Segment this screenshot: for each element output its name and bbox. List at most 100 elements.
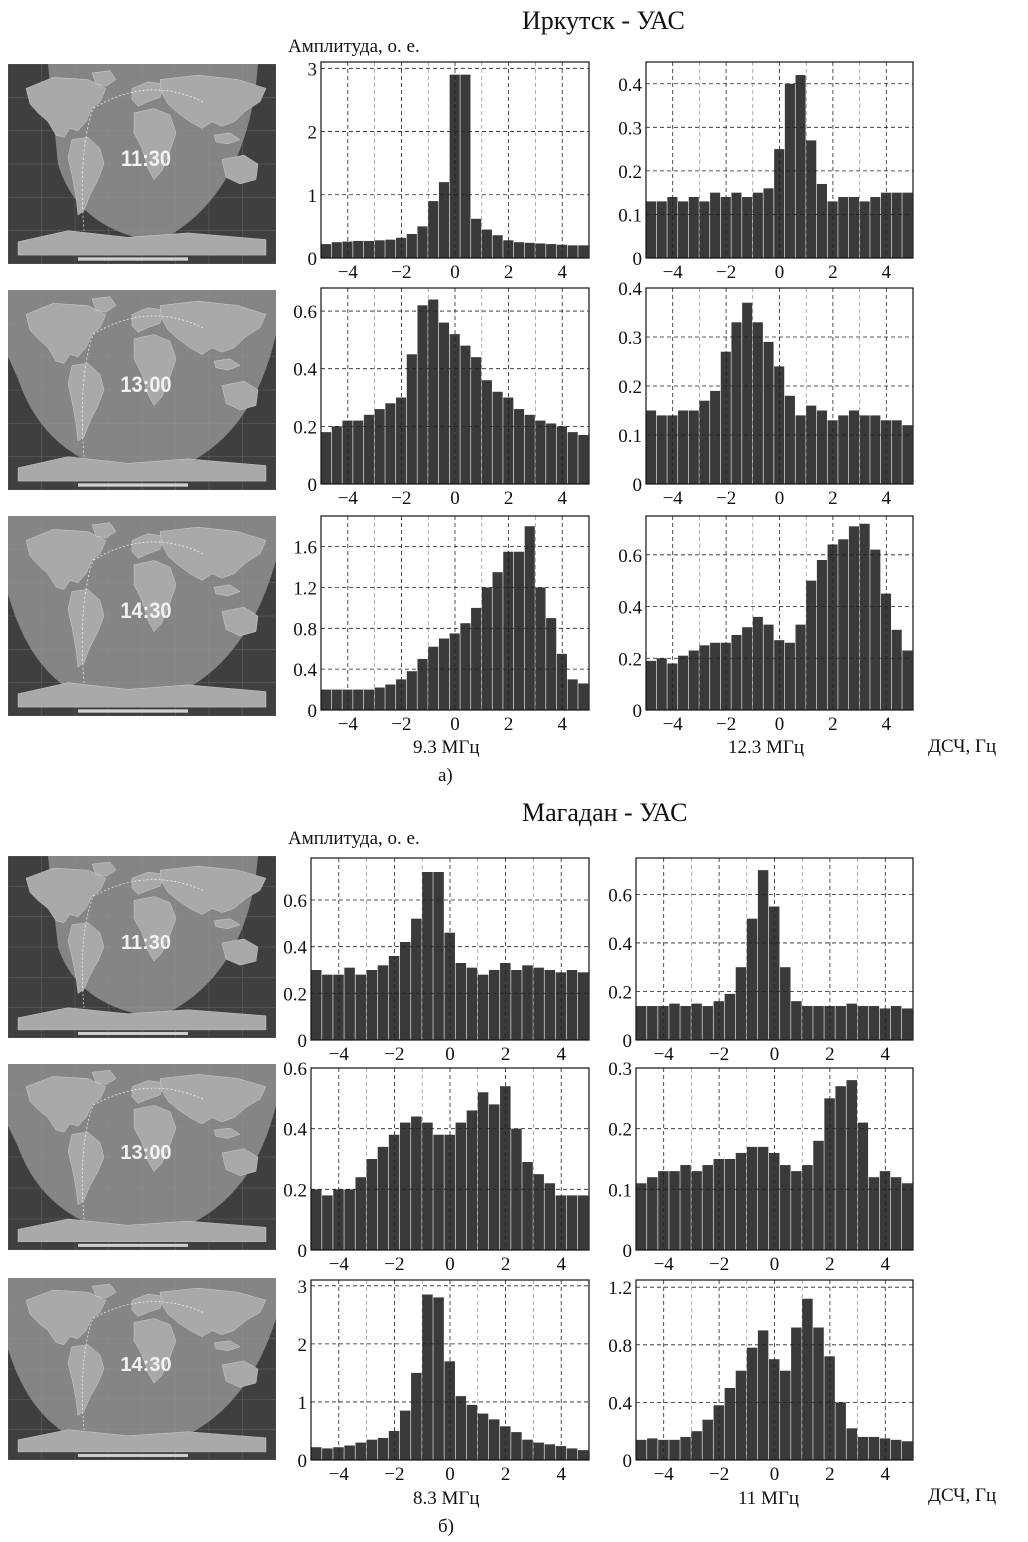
bar (481, 229, 492, 258)
y-tick-label: 2 (298, 1335, 308, 1356)
bar (578, 245, 589, 258)
panel-a-title: Иркутск - УАС (522, 6, 685, 35)
bar (859, 201, 870, 258)
bar (784, 642, 795, 710)
bar (377, 965, 389, 1040)
bar (481, 380, 492, 484)
bar (513, 242, 525, 258)
panel-a-freq-right: 12.3 МГц (728, 737, 805, 758)
x-tick-label: −4 (338, 262, 359, 283)
bar (735, 1370, 747, 1460)
bar (835, 1006, 846, 1040)
bar (795, 75, 806, 258)
panel-b-title: Магадан - УАС (522, 798, 688, 827)
bar (533, 1174, 544, 1250)
bar (513, 409, 525, 484)
bar (646, 660, 657, 710)
bar (460, 74, 471, 258)
bar (503, 397, 514, 484)
bar (691, 1171, 702, 1250)
y-tick-label: 0.4 (618, 598, 642, 619)
bar (466, 1110, 478, 1250)
y-tick-label: 0.2 (293, 417, 317, 438)
plot-frame (635, 857, 914, 1041)
bar (566, 1448, 578, 1460)
y-tick-label: 0 (308, 701, 318, 722)
x-tick-label: 0 (445, 1044, 455, 1065)
bar (678, 410, 689, 484)
bar (406, 233, 417, 258)
bar (567, 245, 578, 258)
y-tick-label: 0.6 (283, 891, 307, 912)
bar (731, 634, 742, 710)
bar (544, 1183, 556, 1250)
histogram-2: −4 −2 0 2 4 0 0.1 0.2 0.3 0.4 (618, 61, 914, 283)
y-tick-label: 0 (298, 1031, 308, 1052)
bar (647, 1006, 658, 1040)
histogram-6: −4 −2 0 2 4 0 0.2 0.4 0.6 (618, 515, 914, 735)
bar (577, 1195, 589, 1250)
bar (667, 197, 678, 258)
panel-b-amplitude-label: Амплитуда, о. е. (288, 828, 420, 849)
x-tick-label: −4 (654, 1044, 675, 1065)
x-tick-label: 0 (445, 1464, 455, 1485)
bar (522, 965, 533, 1040)
plot-frame (310, 857, 590, 1041)
bar (322, 1195, 333, 1250)
bar (385, 239, 396, 258)
bar (311, 1189, 322, 1250)
bar (901, 1441, 913, 1460)
bar (577, 972, 589, 1040)
bar (669, 1439, 680, 1460)
bar (713, 1405, 725, 1460)
plot-frame (310, 1279, 590, 1461)
x-tick-label: 2 (501, 1464, 511, 1485)
panel-a-freq-left: 9.3 МГц (413, 737, 480, 758)
world-map-a-3: 14:30 (8, 516, 276, 716)
bar (433, 872, 444, 1040)
bar (806, 140, 817, 258)
map-time-label: 11:30 (121, 932, 171, 954)
bar (455, 1122, 467, 1250)
bar (658, 1006, 669, 1040)
histogram-7: −4 −2 0 2 4 0 0.2 0.4 0.6 (283, 857, 590, 1065)
panel-b-sublabel: б) (438, 1516, 454, 1537)
x-tick-label: 4 (556, 1464, 566, 1485)
bar (322, 974, 333, 1040)
bar (784, 395, 795, 484)
bar (647, 1438, 658, 1460)
bar (481, 587, 492, 710)
panel-a-xaxis-label: ДСЧ, Гц (928, 736, 997, 757)
bar (846, 1428, 857, 1460)
plot-frame (310, 1067, 590, 1251)
x-tick-label: −4 (329, 1464, 350, 1485)
x-tick-label: −4 (329, 1044, 350, 1065)
bar (774, 366, 785, 484)
bar (656, 658, 667, 710)
bar (411, 918, 422, 1040)
plot-frame (320, 287, 590, 485)
y-tick-label: 0.2 (618, 649, 642, 670)
bar (724, 993, 736, 1040)
bar (567, 432, 578, 484)
histogram-9: −4 −2 0 2 4 0 0.2 0.4 0.6 (283, 1059, 590, 1275)
bar (752, 322, 763, 484)
bar (577, 1450, 589, 1460)
bar (566, 970, 578, 1040)
bar (735, 967, 747, 1040)
y-tick-label: 0.1 (618, 426, 642, 447)
bar (656, 415, 667, 484)
bar (422, 1122, 433, 1250)
y-tick-label: 0.1 (608, 1180, 632, 1201)
bar (433, 1134, 444, 1250)
bar (449, 74, 460, 258)
bar (890, 1006, 902, 1040)
bar (492, 235, 503, 258)
x-tick-label: 4 (882, 488, 892, 509)
bar (471, 218, 482, 258)
y-tick-label: 0.2 (283, 984, 307, 1005)
x-tick-label: −2 (391, 262, 411, 283)
histogram-8: −4 −2 0 2 4 0 0.2 0.4 0.6 (608, 857, 914, 1065)
x-tick-label: 2 (828, 488, 838, 509)
